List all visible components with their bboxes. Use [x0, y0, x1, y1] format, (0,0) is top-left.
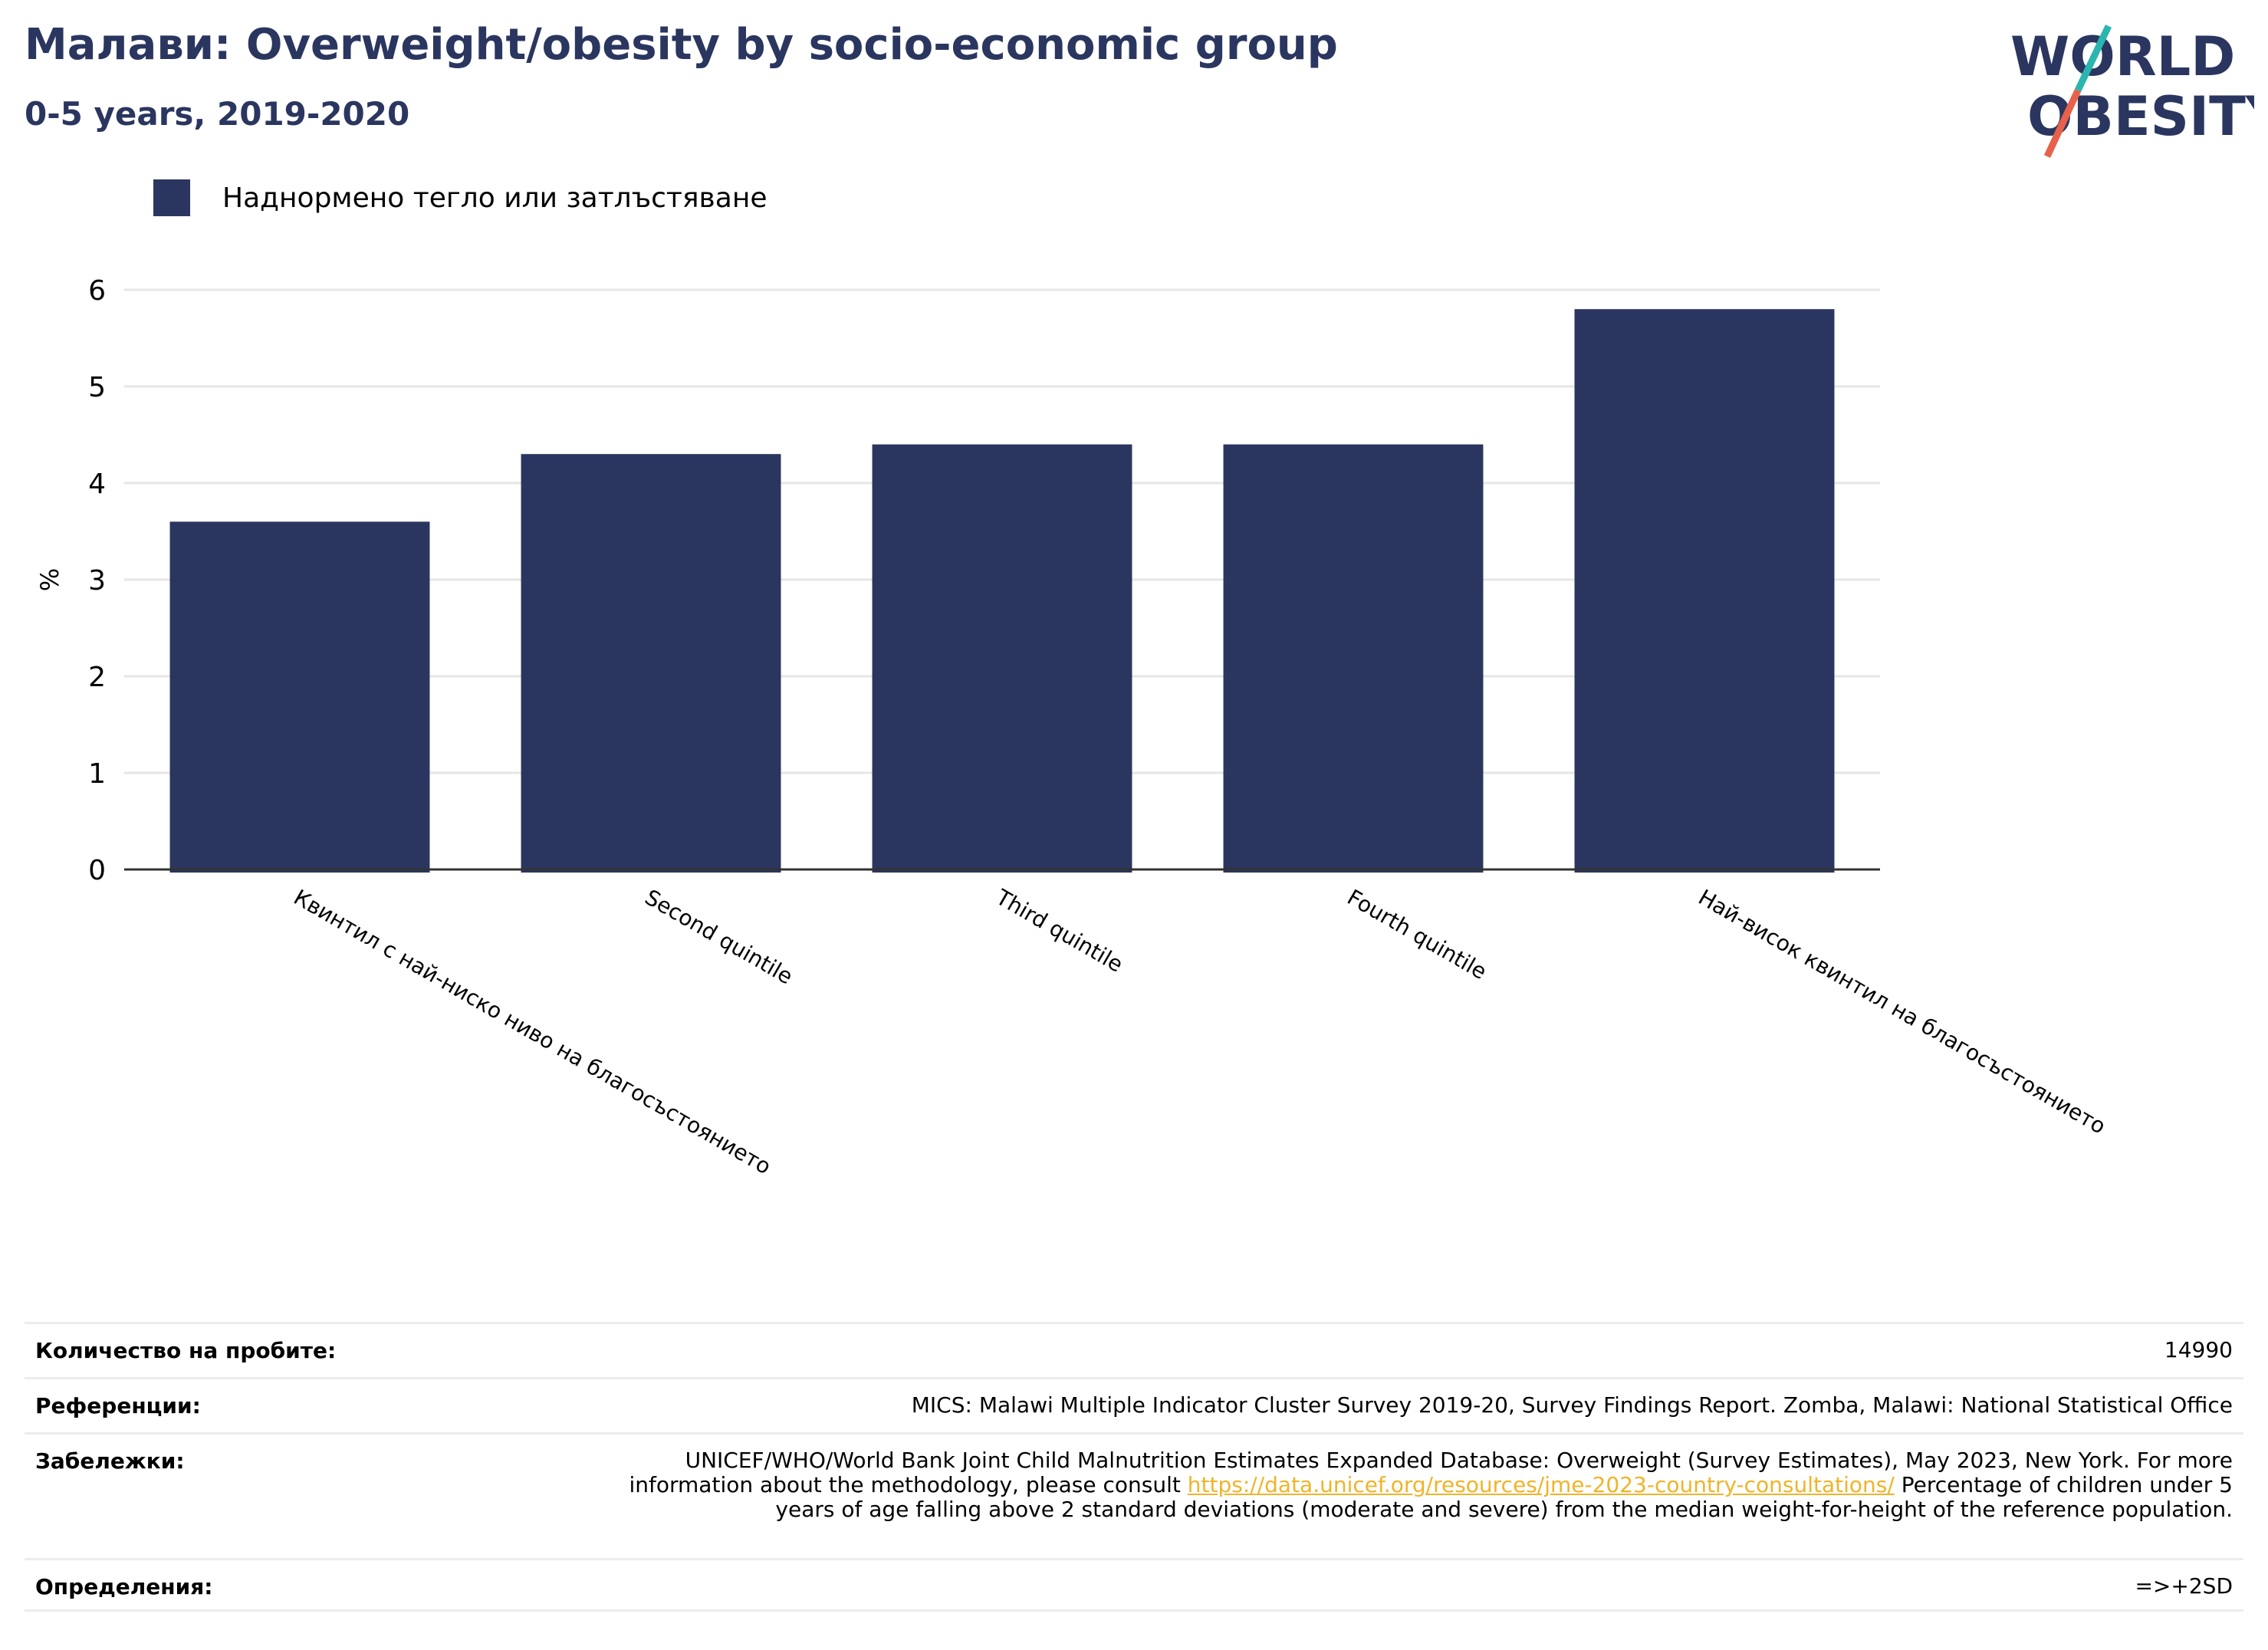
y-tick-label: 3: [88, 565, 106, 597]
bar: [169, 521, 430, 873]
notes-value: UNICEF/WHO/World Bank Joint Child Malnut…: [623, 1448, 2233, 1522]
bar: [521, 454, 781, 873]
methodology-link[interactable]: https://data.unicef.org/resources/jme-20…: [1187, 1472, 1895, 1497]
notes-label: Забележки:: [35, 1448, 185, 1474]
x-tick-label: Second quintile: [641, 884, 797, 989]
x-tick-label: Fourth quintile: [1343, 884, 1491, 984]
info-row-references: Референции: MICS: Malawi Multiple Indica…: [25, 1377, 2243, 1432]
info-row-definitions: Определения: =>+2SD: [25, 1558, 2243, 1612]
bar: [872, 444, 1132, 873]
chart-subtitle: 0-5 years, 2019-2020: [25, 95, 410, 133]
world-obesity-logo: WORLD OBESITY: [2010, 25, 2254, 158]
definitions-label: Определения:: [35, 1574, 213, 1599]
sample-size-value: 14990: [2164, 1337, 2233, 1362]
legend-label: Наднормено тегло или затлъстяване: [222, 182, 768, 214]
bars: [169, 309, 1835, 873]
references-value: MICS: Malawi Multiple Indicator Cluster …: [911, 1392, 2233, 1418]
y-tick-label: 4: [88, 468, 106, 500]
y-tick-label: 5: [88, 372, 106, 403]
y-axis-label: %: [35, 568, 64, 591]
y-tick-label: 0: [88, 855, 106, 886]
info-row-sample: Количество на пробите: 14990: [25, 1322, 2243, 1377]
chart-title: Малави: Overweight/obesity by socio-econ…: [25, 20, 1338, 70]
legend: Наднормено тегло или затлъстяване: [153, 179, 768, 216]
y-tick-label: 2: [88, 662, 106, 693]
notes-text-post: Percentage of children under 5 years of …: [775, 1472, 2233, 1522]
bar: [1223, 444, 1484, 873]
info-row-notes: Забележки: UNICEF/WHO/World Bank Joint C…: [25, 1432, 2243, 1558]
x-tick-label: Third quintile: [991, 884, 1128, 978]
sample-size-label: Количество на пробите:: [35, 1338, 337, 1363]
x-tick-label: Най-висок квинтил на благосъстоянието: [1694, 884, 2110, 1139]
bar: [1574, 309, 1835, 873]
definitions-value: =>+2SD: [2135, 1573, 2233, 1599]
references-label: Референции:: [35, 1393, 201, 1418]
logo-slash-teal: [2074, 25, 2112, 92]
logo-text-line1: WORLD: [2010, 25, 2235, 88]
notes-text-pre: UNICEF/WHO/World Bank Joint Child Malnut…: [629, 1448, 2233, 1497]
logo-slash-coral: [2043, 89, 2082, 158]
info-table: Количество на пробите: 14990 Референции:…: [25, 1322, 2243, 1612]
y-tick-label: 1: [88, 758, 106, 790]
legend-swatch: [153, 179, 190, 216]
y-tick-label: 6: [88, 275, 106, 307]
